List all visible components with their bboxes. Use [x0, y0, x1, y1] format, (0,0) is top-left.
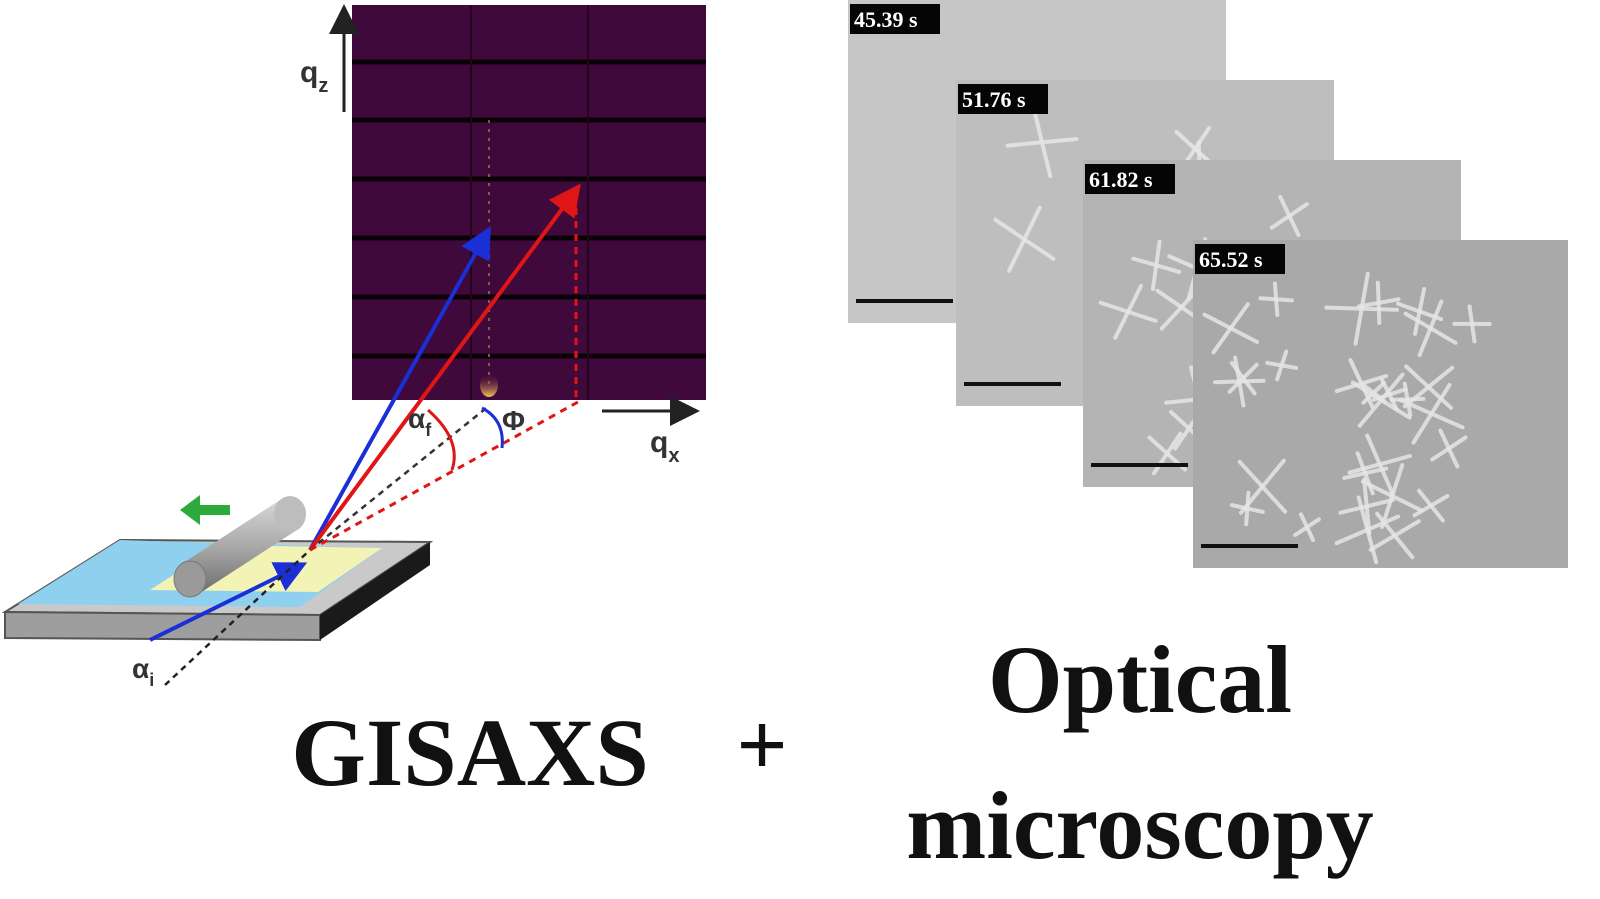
detector-image: [352, 5, 706, 400]
timestamp: 51.76 s: [962, 87, 1026, 112]
crystal-arm: [1007, 205, 1042, 273]
crystal-arm: [1379, 377, 1399, 412]
crystal-arm: [1375, 511, 1415, 560]
qx-symbol: q: [650, 426, 668, 459]
timestamp-box: [1085, 164, 1175, 194]
microscopy-frames: 45.39 s 51.76 s 61.82 s 65.52 s: [848, 0, 1568, 568]
incident-beam: [149, 562, 308, 642]
sample: [1, 495, 434, 642]
crystal-arm: [1355, 451, 1375, 496]
timestamp: 61.82 s: [1089, 167, 1153, 192]
timestamp-box: [958, 84, 1048, 114]
crystal-arm: [1356, 297, 1401, 309]
crystal-arm: [1334, 514, 1401, 546]
crystals: [1202, 271, 1492, 565]
qx-sub: x: [668, 445, 679, 467]
crystal-arm: [1233, 355, 1246, 408]
alpha-f-label: αf: [408, 403, 432, 440]
crystal-arm: [1348, 358, 1375, 409]
crystal-arm: [1417, 488, 1445, 523]
qz-sub: z: [318, 75, 328, 97]
alpha-i-symbol: α: [132, 653, 149, 684]
detector-gaps: [352, 59, 706, 359]
crystal-arm: [1365, 433, 1395, 496]
caption-gisaxs: GISAXS: [291, 699, 648, 806]
alpha-i-label: αi: [132, 653, 154, 690]
crystal-arm: [1350, 380, 1412, 420]
crystal-arm: [1293, 517, 1321, 537]
detector: [352, 5, 706, 400]
crystal-arm: [1324, 305, 1400, 312]
crystal-arm: [1269, 202, 1309, 230]
alpha-f-arc: [427, 408, 456, 471]
micrograph: 65.52 s: [1193, 240, 1568, 568]
crystal-arm: [1338, 497, 1395, 515]
alpha-i-sub: i: [149, 670, 154, 690]
caption-optical: Optical: [988, 626, 1292, 733]
alpha-f-symbol: α: [408, 403, 425, 434]
phi-arc: [481, 406, 504, 449]
crystal-arm: [1417, 299, 1444, 357]
crystal-arm: [1404, 364, 1453, 410]
crystal-arm: [1202, 312, 1259, 344]
roller: [173, 496, 306, 598]
incident-reference: [164, 549, 311, 686]
alpha-f-sub: f: [425, 420, 432, 440]
horizon-reference: [309, 404, 491, 551]
crystal-arm: [1413, 286, 1427, 336]
crystal-arm: [1031, 106, 1053, 179]
crystal-arm: [1380, 463, 1405, 529]
coating-direction-arrow: [180, 495, 230, 525]
crystal-arm: [1227, 362, 1259, 394]
timestamp: 45.39 s: [854, 7, 918, 32]
crystal-arm: [1244, 490, 1251, 527]
qz-symbol: q: [300, 56, 318, 89]
qz-label: qz: [300, 56, 328, 97]
timestamp: 65.52 s: [1199, 247, 1263, 272]
scattered-beam: [308, 183, 581, 552]
caption-microscopy: microscopy: [906, 772, 1373, 879]
qx-label: qx: [650, 426, 679, 467]
caption-plus: +: [736, 696, 787, 795]
crystal-arm: [1265, 360, 1299, 370]
crystal-arm: [1098, 300, 1158, 323]
crystal-arm: [1272, 281, 1280, 318]
crystal-arm: [1398, 397, 1465, 430]
timestamp-box: [1195, 244, 1285, 274]
timestamp-box: [850, 4, 940, 34]
specular-spot: [480, 373, 498, 397]
crystal-arm: [1467, 304, 1477, 344]
specular-beam: [308, 226, 491, 551]
phi-label: Φ: [502, 405, 525, 436]
crystal-arm: [1150, 239, 1162, 291]
crystal-arm: [1430, 435, 1468, 462]
